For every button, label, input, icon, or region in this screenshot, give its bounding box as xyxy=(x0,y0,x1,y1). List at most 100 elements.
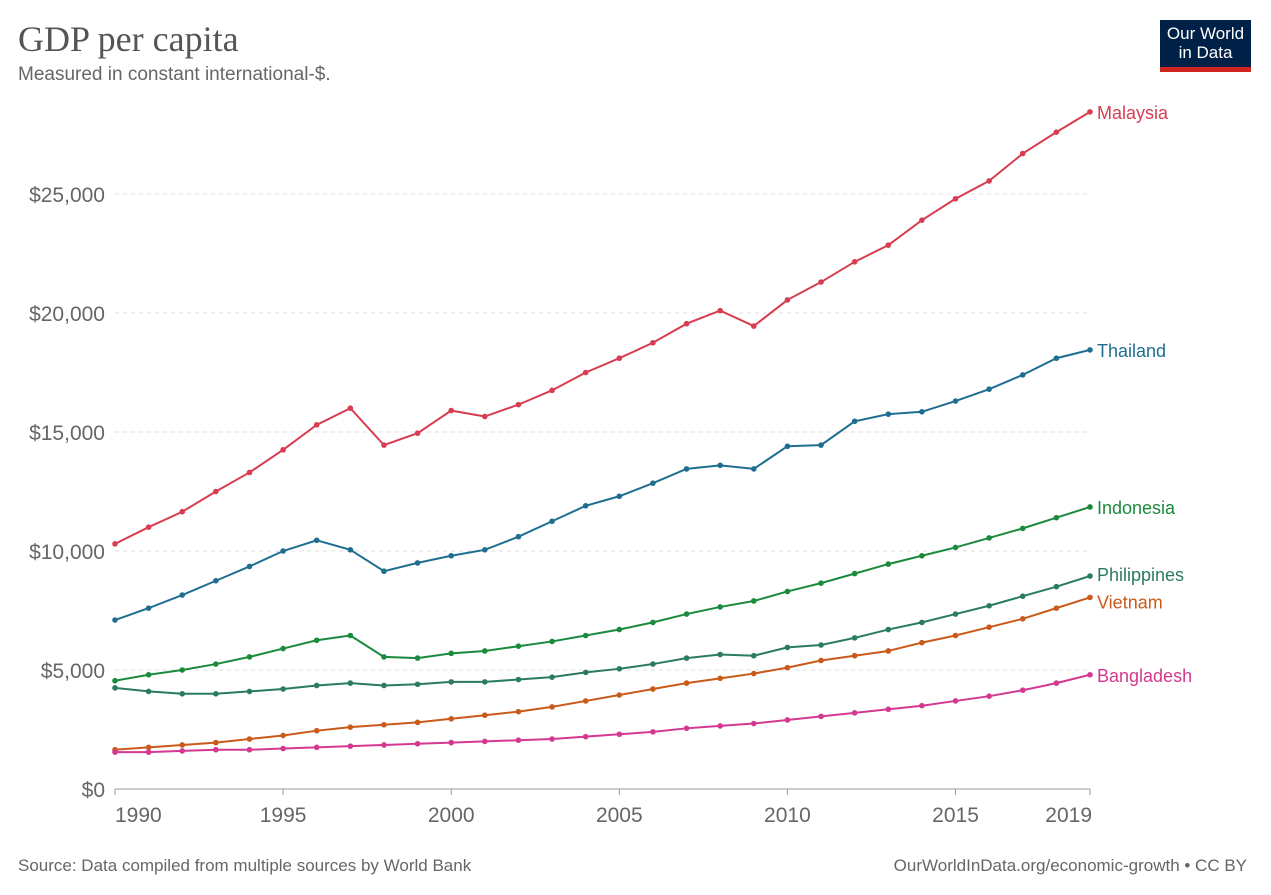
series-label-bangladesh: Bangladesh xyxy=(1097,666,1192,686)
data-point-philippines xyxy=(818,642,824,648)
data-point-bangladesh xyxy=(414,740,421,747)
data-point-malaysia xyxy=(616,355,623,362)
data-point-malaysia xyxy=(1019,150,1026,157)
data-point-malaysia xyxy=(482,413,488,420)
data-point-indonesia xyxy=(952,544,959,551)
data-point-indonesia xyxy=(818,580,824,586)
data-point-philippines xyxy=(482,679,488,685)
data-point-vietnam xyxy=(885,648,892,654)
data-point-vietnam xyxy=(650,686,656,692)
data-point-thailand xyxy=(717,462,723,469)
data-point-philippines xyxy=(952,611,959,617)
data-point-thailand xyxy=(616,493,623,500)
data-point-vietnam xyxy=(952,632,959,639)
data-point-indonesia xyxy=(851,570,858,577)
series-label-indonesia: Indonesia xyxy=(1097,498,1176,518)
x-tick-label: 2019 xyxy=(1045,804,1092,827)
source-note: Source: Data compiled from multiple sour… xyxy=(18,856,472,875)
data-point-vietnam xyxy=(582,698,589,704)
data-point-indonesia xyxy=(280,645,286,652)
data-point-vietnam xyxy=(1019,616,1026,622)
y-tick-label: $5,000 xyxy=(41,660,105,683)
data-point-bangladesh xyxy=(145,749,152,755)
data-point-philippines xyxy=(616,666,623,672)
data-point-indonesia xyxy=(347,632,354,639)
data-point-malaysia xyxy=(818,279,824,285)
data-point-philippines xyxy=(515,676,522,683)
data-point-indonesia xyxy=(414,655,421,661)
series-line-vietnam xyxy=(114,596,1091,751)
data-point-thailand xyxy=(818,442,824,448)
owid-logo[interactable]: Our World in Data xyxy=(1160,20,1251,72)
data-point-vietnam xyxy=(179,742,186,748)
data-point-thailand xyxy=(280,548,286,554)
data-point-thailand xyxy=(582,502,589,509)
data-point-indonesia xyxy=(784,588,791,595)
series-line-thailand xyxy=(114,348,1091,621)
data-point-philippines xyxy=(986,602,992,609)
data-point-bangladesh xyxy=(280,745,286,752)
data-point-bangladesh xyxy=(986,693,992,699)
data-point-thailand xyxy=(347,547,354,553)
data-point-indonesia xyxy=(1019,525,1026,532)
data-point-malaysia xyxy=(717,307,723,314)
data-point-vietnam xyxy=(515,708,522,715)
data-point-malaysia xyxy=(919,217,925,223)
chart-title: GDP per capita xyxy=(18,19,239,59)
data-point-indonesia xyxy=(616,626,623,633)
data-point-philippines xyxy=(280,686,286,692)
data-point-indonesia xyxy=(246,654,253,660)
data-point-philippines xyxy=(448,679,455,685)
data-point-malaysia xyxy=(313,422,320,428)
x-tick-label: 1990 xyxy=(115,804,162,827)
data-point-vietnam xyxy=(213,739,219,746)
data-point-bangladesh xyxy=(482,738,488,745)
data-point-philippines xyxy=(650,661,656,667)
data-point-indonesia xyxy=(750,598,757,604)
data-point-malaysia xyxy=(750,323,757,329)
data-point-philippines xyxy=(313,682,320,689)
data-point-vietnam xyxy=(280,732,286,739)
data-point-thailand xyxy=(549,518,555,525)
data-point-indonesia xyxy=(213,661,219,667)
data-point-vietnam xyxy=(381,721,387,728)
y-tick-label: $20,000 xyxy=(29,303,105,326)
logo-line-2: in Data xyxy=(1178,43,1233,62)
data-point-bangladesh xyxy=(818,713,824,720)
data-point-bangladesh xyxy=(381,742,387,748)
data-point-bangladesh xyxy=(784,717,791,723)
data-point-malaysia xyxy=(952,195,959,202)
data-point-philippines xyxy=(885,626,892,633)
data-point-philippines xyxy=(179,691,186,697)
data-point-indonesia xyxy=(582,632,589,639)
data-point-malaysia xyxy=(784,297,791,303)
data-point-thailand xyxy=(213,577,219,584)
data-point-malaysia xyxy=(448,407,455,414)
data-point-philippines xyxy=(1087,573,1093,579)
source-link[interactable]: OurWorldInData.org/economic-growth • CC … xyxy=(893,856,1247,875)
data-point-vietnam xyxy=(414,719,421,726)
data-point-vietnam xyxy=(246,736,253,742)
data-point-indonesia xyxy=(650,619,656,626)
data-point-bangladesh xyxy=(347,743,354,749)
data-point-bangladesh xyxy=(919,702,925,709)
data-point-vietnam xyxy=(818,657,824,664)
data-point-philippines xyxy=(1053,583,1060,590)
data-point-bangladesh xyxy=(549,736,555,742)
data-point-vietnam xyxy=(1053,605,1060,611)
data-point-malaysia xyxy=(582,369,589,376)
data-point-vietnam xyxy=(616,692,623,698)
data-point-malaysia xyxy=(549,387,555,394)
series-line-philippines xyxy=(114,575,1091,695)
data-point-bangladesh xyxy=(1087,671,1093,678)
y-tick-label: $25,000 xyxy=(29,184,105,207)
data-point-thailand xyxy=(246,563,253,570)
data-point-bangladesh xyxy=(616,731,623,738)
data-point-thailand xyxy=(784,443,791,450)
data-point-indonesia xyxy=(448,650,455,657)
x-tick-label: 2005 xyxy=(596,804,643,827)
data-point-malaysia xyxy=(650,339,656,346)
data-point-indonesia xyxy=(313,637,320,644)
y-tick-label: $0 xyxy=(82,779,105,802)
